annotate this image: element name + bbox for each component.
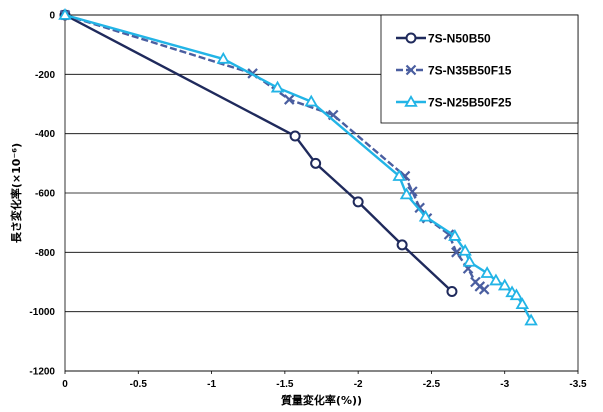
data-point: [216, 51, 231, 64]
x-tick-label: -1: [207, 379, 216, 390]
data-point: [446, 285, 458, 297]
data-point: [509, 288, 524, 301]
data-point: [304, 94, 318, 107]
legend-item: 7S-N50B50: [396, 32, 491, 46]
data-point: [396, 239, 408, 251]
x-tick-label: -1.5: [276, 379, 294, 390]
y-tick-label: -600: [35, 189, 55, 200]
legend: 7S-N50B50 7S-N35B50F15 7S-N25B50F25: [380, 14, 579, 124]
legend-marker: [404, 94, 418, 107]
legend-marker: [405, 32, 417, 44]
plot-area-border: [64, 14, 579, 372]
y-axis-title: 長さ変化率(×10⁻⁶): [9, 143, 23, 243]
data-point: [352, 196, 364, 208]
x-tick-label: -3: [500, 379, 509, 390]
x-tick-label: -2.5: [423, 379, 441, 390]
x-axis-title: 質量変化率(%)): [281, 393, 362, 407]
x-tick-label: -0.5: [130, 379, 148, 390]
data-point: [310, 157, 322, 169]
data-point: [480, 266, 494, 278]
x-axis-ticks: 0 -0.5 -1 -1.5 -2 -2.5 -3 -3.5: [62, 371, 587, 390]
legend-label: 7S-N50B50: [428, 32, 491, 46]
legend-item: 7S-N35B50F15: [396, 64, 512, 78]
y-tick-label: -800: [35, 248, 55, 259]
data-point: [462, 254, 477, 267]
y-tick-label: -1000: [29, 307, 55, 318]
y-tick-label: 0: [49, 11, 55, 22]
y-tick-label: -1200: [29, 367, 55, 378]
data-point: [270, 80, 285, 93]
data-point: [478, 284, 490, 295]
series-layer: [58, 7, 538, 326]
x-tick-label: 0: [62, 379, 68, 390]
data-point: [448, 229, 462, 241]
legend-label: 7S-N25B50F25: [428, 96, 512, 110]
series-line: [64, 13, 453, 293]
y-tick-label: -200: [35, 70, 55, 81]
data-point: [283, 94, 295, 105]
legend-item: 7S-N25B50F25: [396, 94, 512, 110]
x-tick-label: -2: [354, 379, 363, 390]
data-point: [497, 278, 512, 291]
data-point: [458, 243, 472, 256]
data-point: [524, 313, 538, 326]
data-point: [515, 297, 530, 310]
legend-label: 7S-N35B50F15: [428, 64, 512, 78]
legend-marker: [405, 64, 417, 76]
y-axis-ticks: 0 -200 -400 -600 -800 -1000 -1200: [29, 11, 55, 378]
data-point: [489, 273, 503, 286]
data-point: [399, 187, 414, 200]
data-point: [418, 209, 433, 222]
series-7S-N25B50F25: [58, 7, 538, 326]
data-point: [392, 169, 406, 181]
data-point: [289, 130, 301, 142]
x-tick-label: -3.5: [569, 379, 587, 390]
data-point: [58, 7, 72, 20]
plot-frame: [64, 14, 579, 372]
y-tick-label: -400: [35, 129, 55, 140]
